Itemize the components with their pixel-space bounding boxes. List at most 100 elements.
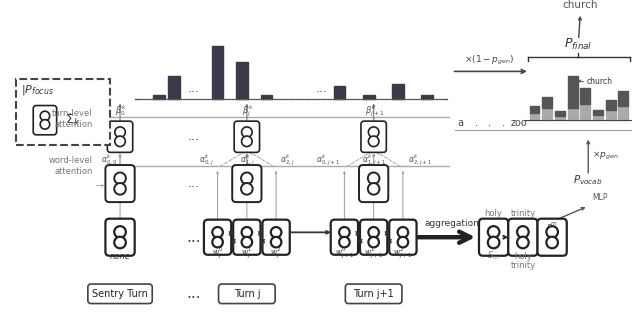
Text: MLP: MLP [592,193,607,202]
Circle shape [488,226,499,238]
Bar [212,46,223,99]
Bar [580,88,590,104]
Bar [530,112,540,120]
Bar [392,84,404,99]
FancyBboxPatch shape [204,220,231,255]
Circle shape [547,226,558,238]
Text: .: . [475,118,477,128]
Circle shape [271,227,282,238]
Text: holy: holy [514,252,532,261]
FancyBboxPatch shape [360,220,387,255]
Text: $\alpha_{0,0}^k$: $\alpha_{0,0}^k$ [101,152,117,167]
FancyBboxPatch shape [346,284,402,304]
Text: $\alpha_{0,j}^k$: $\alpha_{0,j}^k$ [199,152,214,168]
Text: $w_j^1$: $w_j^1$ [241,246,253,261]
Circle shape [369,227,379,238]
Bar [555,116,565,120]
Bar [568,109,577,120]
Text: $\alpha_{2,j+1}^k$: $\alpha_{2,j+1}^k$ [408,152,432,168]
Text: holy: holy [484,209,502,218]
Circle shape [369,136,379,147]
FancyBboxPatch shape [108,121,132,152]
Circle shape [115,136,125,147]
Circle shape [241,127,252,137]
FancyBboxPatch shape [262,220,290,255]
Text: ...: ... [188,177,199,190]
Circle shape [212,227,223,238]
Text: ...: ... [186,286,200,301]
Bar [618,106,628,120]
Text: $w_{j+1}^2$: $w_{j+1}^2$ [394,246,413,261]
Text: .: . [488,118,492,128]
Circle shape [517,226,529,238]
Text: aggregation: aggregation [424,218,479,227]
Text: $w_j^0$: $w_j^0$ [212,246,223,261]
Bar [363,95,374,99]
Text: ...: ... [188,82,199,95]
Text: trinity: trinity [511,261,536,270]
FancyBboxPatch shape [359,165,388,202]
Circle shape [115,237,126,248]
Bar [542,97,552,109]
Circle shape [547,237,558,248]
Text: $s_k^m$: $s_k^m$ [546,220,558,234]
Bar [260,95,272,99]
Text: Sentry Turn: Sentry Turn [92,289,148,299]
FancyBboxPatch shape [479,219,508,256]
Text: Turn j: Turn j [234,289,260,299]
Circle shape [369,127,379,137]
Text: .: . [502,118,505,128]
FancyBboxPatch shape [538,219,567,256]
Text: $\alpha_{1,j+1}^k$: $\alpha_{1,j+1}^k$ [362,152,386,168]
Bar [593,115,603,120]
Bar [530,106,540,112]
Bar [568,76,577,109]
Text: zoo: zoo [511,118,527,128]
Bar [593,110,603,115]
Text: $S_m$: $S_m$ [487,250,500,262]
Circle shape [517,237,529,248]
FancyBboxPatch shape [232,165,262,202]
Text: church: church [586,77,612,86]
Circle shape [115,127,125,137]
Bar [606,100,616,110]
Circle shape [241,227,252,238]
Text: none: none [109,252,131,261]
Text: Turn j+1: Turn j+1 [353,289,394,299]
Circle shape [488,237,499,248]
FancyBboxPatch shape [508,219,538,256]
Text: $P_{final}$: $P_{final}$ [564,37,593,52]
FancyBboxPatch shape [106,219,134,256]
Bar [236,62,248,99]
Circle shape [115,173,126,184]
Circle shape [40,120,50,129]
Circle shape [115,226,126,238]
Circle shape [368,173,380,184]
Circle shape [397,227,408,238]
Text: $P_{vocab}$: $P_{vocab}$ [573,174,603,188]
Text: ...: ... [186,230,200,245]
FancyBboxPatch shape [234,121,260,152]
Text: $\beta_{j+1}^k$: $\beta_{j+1}^k$ [365,103,384,119]
FancyBboxPatch shape [389,220,417,255]
FancyBboxPatch shape [15,79,110,145]
Text: turn-level
attention: turn-level attention [52,109,93,129]
Bar [168,76,180,99]
FancyBboxPatch shape [88,284,152,304]
Circle shape [241,173,253,184]
Text: $\alpha_{1,j}^k$: $\alpha_{1,j}^k$ [239,152,254,168]
Text: ...: ... [188,130,199,143]
Text: ...: ... [316,82,328,95]
FancyBboxPatch shape [106,165,134,202]
Circle shape [271,237,282,247]
FancyBboxPatch shape [233,220,260,255]
Circle shape [212,237,223,247]
Text: $\times p_{gen}$: $\times p_{gen}$ [592,150,619,162]
Text: $\beta_0^k$: $\beta_0^k$ [115,103,127,118]
Bar [333,86,346,99]
FancyBboxPatch shape [219,284,275,304]
Circle shape [241,237,252,247]
Text: $\Sigma_k$: $\Sigma_k$ [65,113,80,128]
Circle shape [40,111,50,121]
Circle shape [241,136,252,147]
